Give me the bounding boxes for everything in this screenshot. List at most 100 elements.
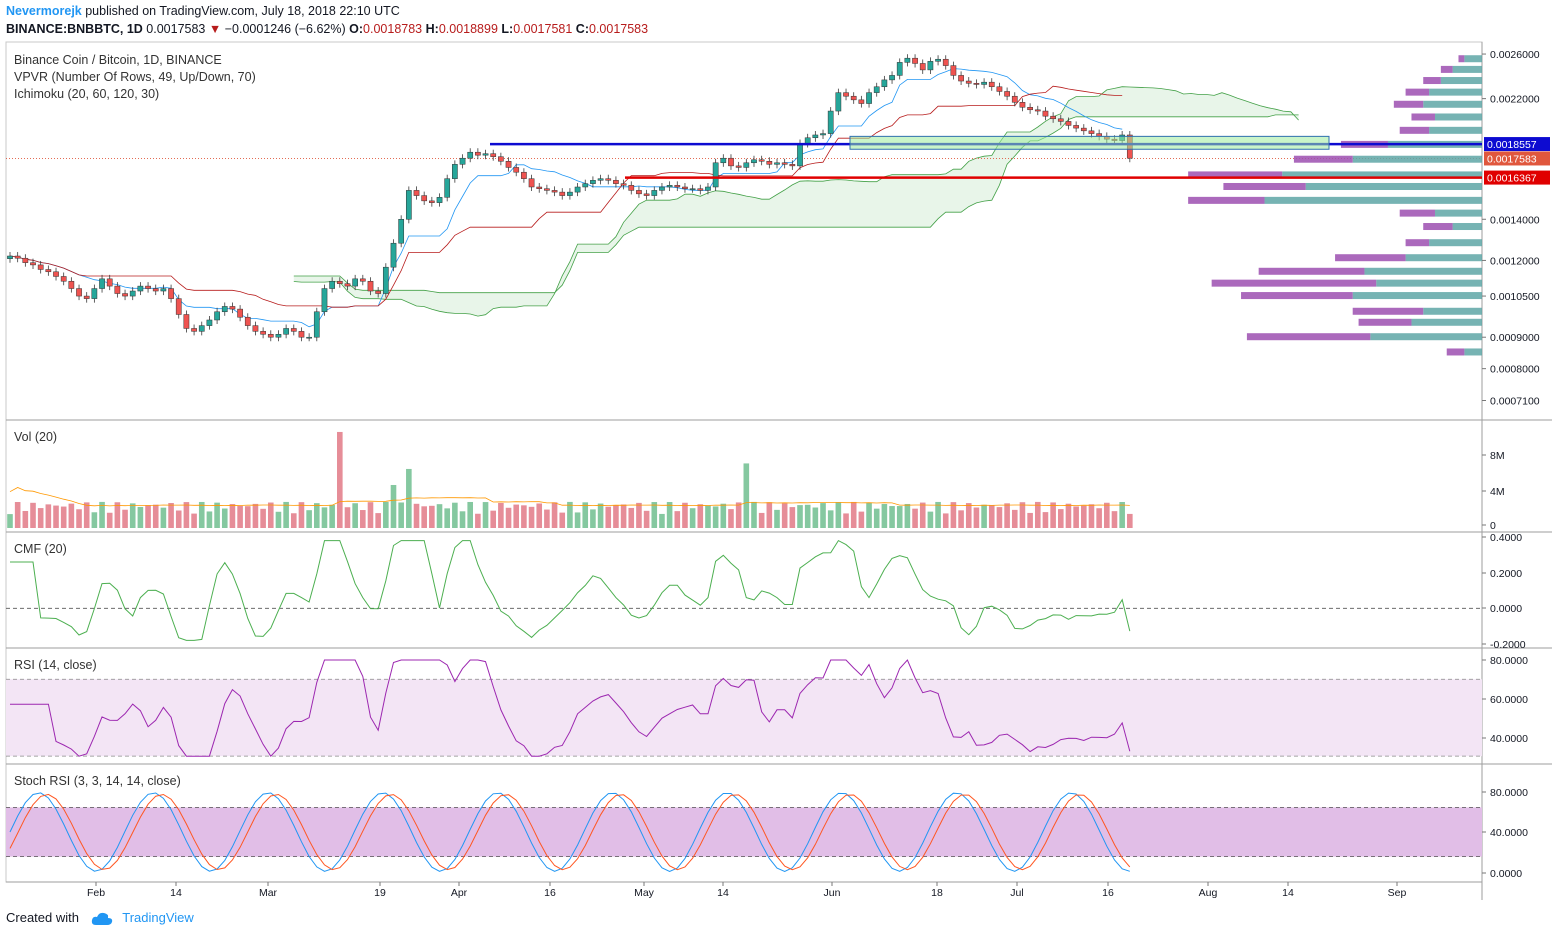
stoch-tick-label: 40.0000 [1490,827,1528,839]
volume-bar [1088,504,1095,528]
price-label-text: 0.0017583 [1487,153,1537,165]
rsi-tick-label: 40.0000 [1490,733,1528,745]
vpvr-bar-down [1246,333,1371,341]
volume-bar [467,501,473,528]
volume-bar [705,505,711,528]
volume-bar [337,431,343,528]
candle-body [927,61,934,71]
volume-bar [850,501,857,528]
volume-bar [620,504,627,528]
volume-bar [498,502,504,528]
volume-bar [206,511,213,528]
candle-body [229,306,236,310]
candle-body [651,190,658,196]
candle-body [1065,121,1072,126]
candle-body [858,99,865,104]
rsi-line [10,659,1131,758]
volume-bar [789,507,796,528]
volume-bar [873,508,880,528]
candle-body [22,257,29,263]
vpvr-bar-down [1188,196,1265,204]
candle-body [574,186,581,193]
legend-line: Ichimoku (20, 60, 120, 30) [14,87,159,101]
candle-body [321,288,328,313]
volume-bar [758,512,765,528]
candle-body [958,75,964,82]
candle-body [175,298,182,315]
candle-body [613,180,619,184]
volume-bar [30,502,36,528]
vpvr-bar-down [1405,239,1430,247]
volume-bar [628,507,635,528]
volume-bar [1104,502,1110,528]
volume-bar [904,503,911,528]
tradingview-link[interactable]: TradingView [122,910,194,925]
candle-body [1027,107,1033,111]
volume-bar [421,506,427,528]
rsi-tick-label: 60.0000 [1490,694,1528,706]
volume-bar [659,513,665,528]
candle-body [904,57,911,63]
vpvr-bar-up [1464,55,1482,63]
candle-body [705,186,711,191]
candle-body [666,185,673,188]
candle-body [336,280,343,284]
vpvr-bar-up [1434,113,1482,121]
candle-body [30,262,36,266]
candle-body [444,178,451,198]
vpvr-bar-down [1423,223,1453,231]
vpvr-bar-up [1434,209,1482,217]
vpvr-bar-down [1241,292,1353,300]
volume-bar [536,503,543,528]
volume-bar [674,511,681,528]
candle-body [114,285,121,294]
candle-body [965,80,972,84]
candle-body [590,180,596,184]
time-tick-label: Aug [1199,887,1218,899]
volume-ma-line [9,487,1130,507]
stoch-band [6,807,1482,857]
price-tick-label: 0.0007100 [1490,396,1540,408]
low-label: L: [501,22,514,36]
volume-bar [45,504,52,528]
volume-bar [559,512,566,528]
time-tick-label: 14 [717,887,729,899]
candle-body [1050,115,1056,120]
candle-body [582,183,589,188]
candle-body [996,86,1003,92]
candle-body [505,160,512,168]
cmf-tick-label: 0.2000 [1490,568,1522,580]
open-label: O: [349,22,364,36]
volume-bar [689,508,696,528]
candle-body [498,156,504,162]
volume-bar [804,504,811,528]
volume-bar [214,502,220,528]
volume-bar [567,501,573,528]
stoch-tick-label: 80.0000 [1490,787,1528,799]
candle-body [290,328,297,332]
volume-bar [436,504,443,528]
volume-bar [267,502,274,528]
volume-bar [129,503,136,528]
volume-bar [881,503,888,528]
candle-body [252,325,259,332]
volume-bar [651,502,658,528]
ichimoku-kijun [9,85,1123,308]
candle-body [99,278,105,289]
candle-body [973,83,980,85]
candle-body [835,92,842,112]
volume-bar [390,484,397,528]
vpvr-bar-up [1464,348,1482,356]
candle-body [1011,95,1018,103]
volume-bar [582,502,589,528]
candle-body [452,164,458,179]
volume-bar [528,506,535,528]
volume-bar [452,502,458,528]
candle-body [145,285,151,289]
candle-body [344,283,351,287]
volume-bar [306,510,312,528]
author-link[interactable]: Nevermorejk [6,4,82,18]
volume-bar [643,510,650,528]
volume-bar [14,502,21,528]
